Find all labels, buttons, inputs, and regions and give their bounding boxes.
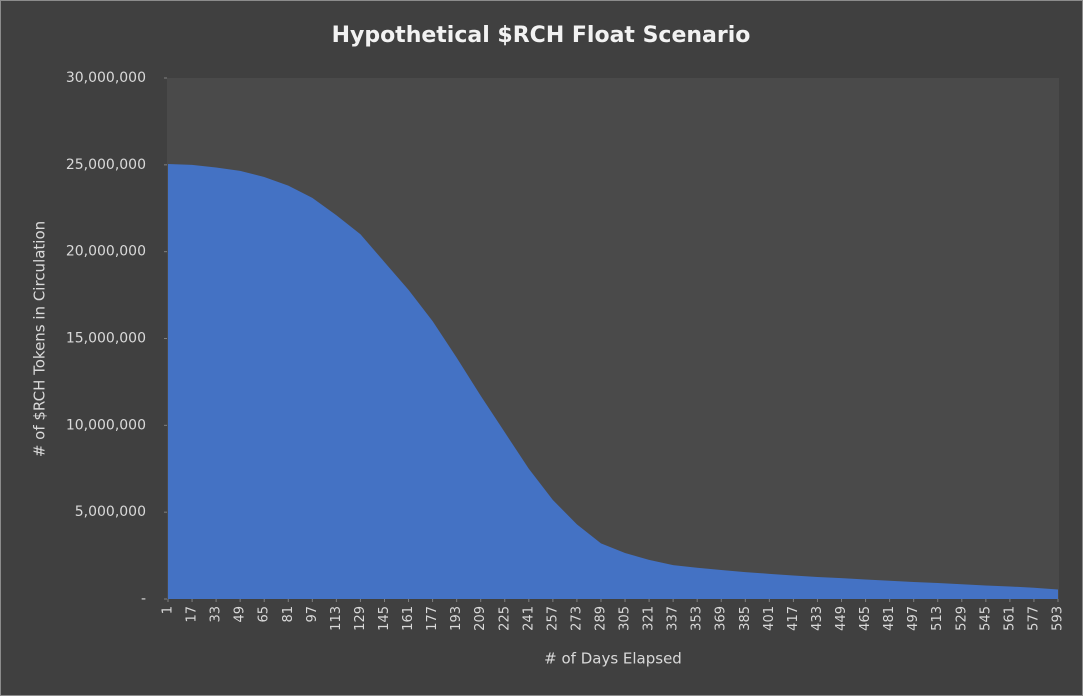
y-tick-label: 20,000,000 — [66, 244, 146, 260]
y-tick-label: 5,000,000 — [75, 504, 146, 520]
x-tick-label: 33 — [209, 606, 224, 623]
x-tick-label: 401 — [762, 606, 777, 631]
x-tick-label: 209 — [473, 606, 488, 631]
x-tick-label: 289 — [593, 606, 608, 631]
y-tick-label: - — [141, 591, 146, 607]
x-tick-label: 305 — [618, 606, 633, 631]
x-tick-label: 353 — [690, 606, 705, 631]
y-tick-label: 15,000,000 — [66, 331, 146, 347]
x-tick-label: 129 — [353, 606, 368, 631]
y-tick-label: 10,000,000 — [66, 417, 146, 433]
x-tick-label: 17 — [185, 606, 200, 623]
x-tick-label: 577 — [1026, 606, 1041, 631]
x-tick-label: 417 — [786, 606, 801, 631]
x-tick-label: 385 — [738, 606, 753, 631]
x-tick-label: 273 — [569, 606, 584, 631]
x-tick-label: 241 — [521, 606, 536, 631]
y-axis-label: # of $RCH Tokens in Circulation — [31, 221, 49, 457]
x-tick-label: 161 — [401, 606, 416, 631]
x-tick-label: 145 — [377, 606, 392, 631]
y-tick-label: 25,000,000 — [66, 157, 146, 173]
area — [168, 163, 1058, 599]
x-tick-label: 65 — [257, 606, 272, 623]
x-tick-label: 81 — [281, 606, 296, 623]
chart-title: Hypothetical $RCH Float Scenario — [332, 23, 751, 48]
y-tick-label: 30,000,000 — [66, 70, 146, 86]
x-tick-label: 529 — [954, 606, 969, 631]
x-tick-label: 561 — [1002, 606, 1017, 631]
x-tick-label: 593 — [1051, 606, 1066, 631]
x-tick-label: 513 — [930, 606, 945, 631]
x-tick-label: 1 — [161, 606, 176, 614]
x-tick-label: 433 — [810, 606, 825, 631]
x-tick-label: 465 — [858, 606, 873, 631]
x-tick-label: 49 — [233, 606, 248, 623]
x-tick-label: 193 — [449, 606, 464, 631]
x-tick-label: 497 — [906, 606, 921, 631]
x-tick-label: 481 — [882, 606, 897, 631]
x-tick-label: 113 — [329, 606, 344, 631]
x-tick-label: 337 — [666, 606, 681, 631]
x-tick-label: 257 — [545, 606, 560, 631]
x-axis-label: # of Days Elapsed — [544, 650, 682, 668]
x-tick-label: 97 — [305, 606, 320, 623]
x-tick-label: 177 — [425, 606, 440, 631]
x-tick-label: 449 — [834, 606, 849, 631]
x-tick-label: 321 — [642, 606, 657, 631]
x-tick-label: 545 — [978, 606, 993, 631]
x-tick-label: 369 — [714, 606, 729, 631]
x-tick-label: 225 — [497, 606, 512, 631]
